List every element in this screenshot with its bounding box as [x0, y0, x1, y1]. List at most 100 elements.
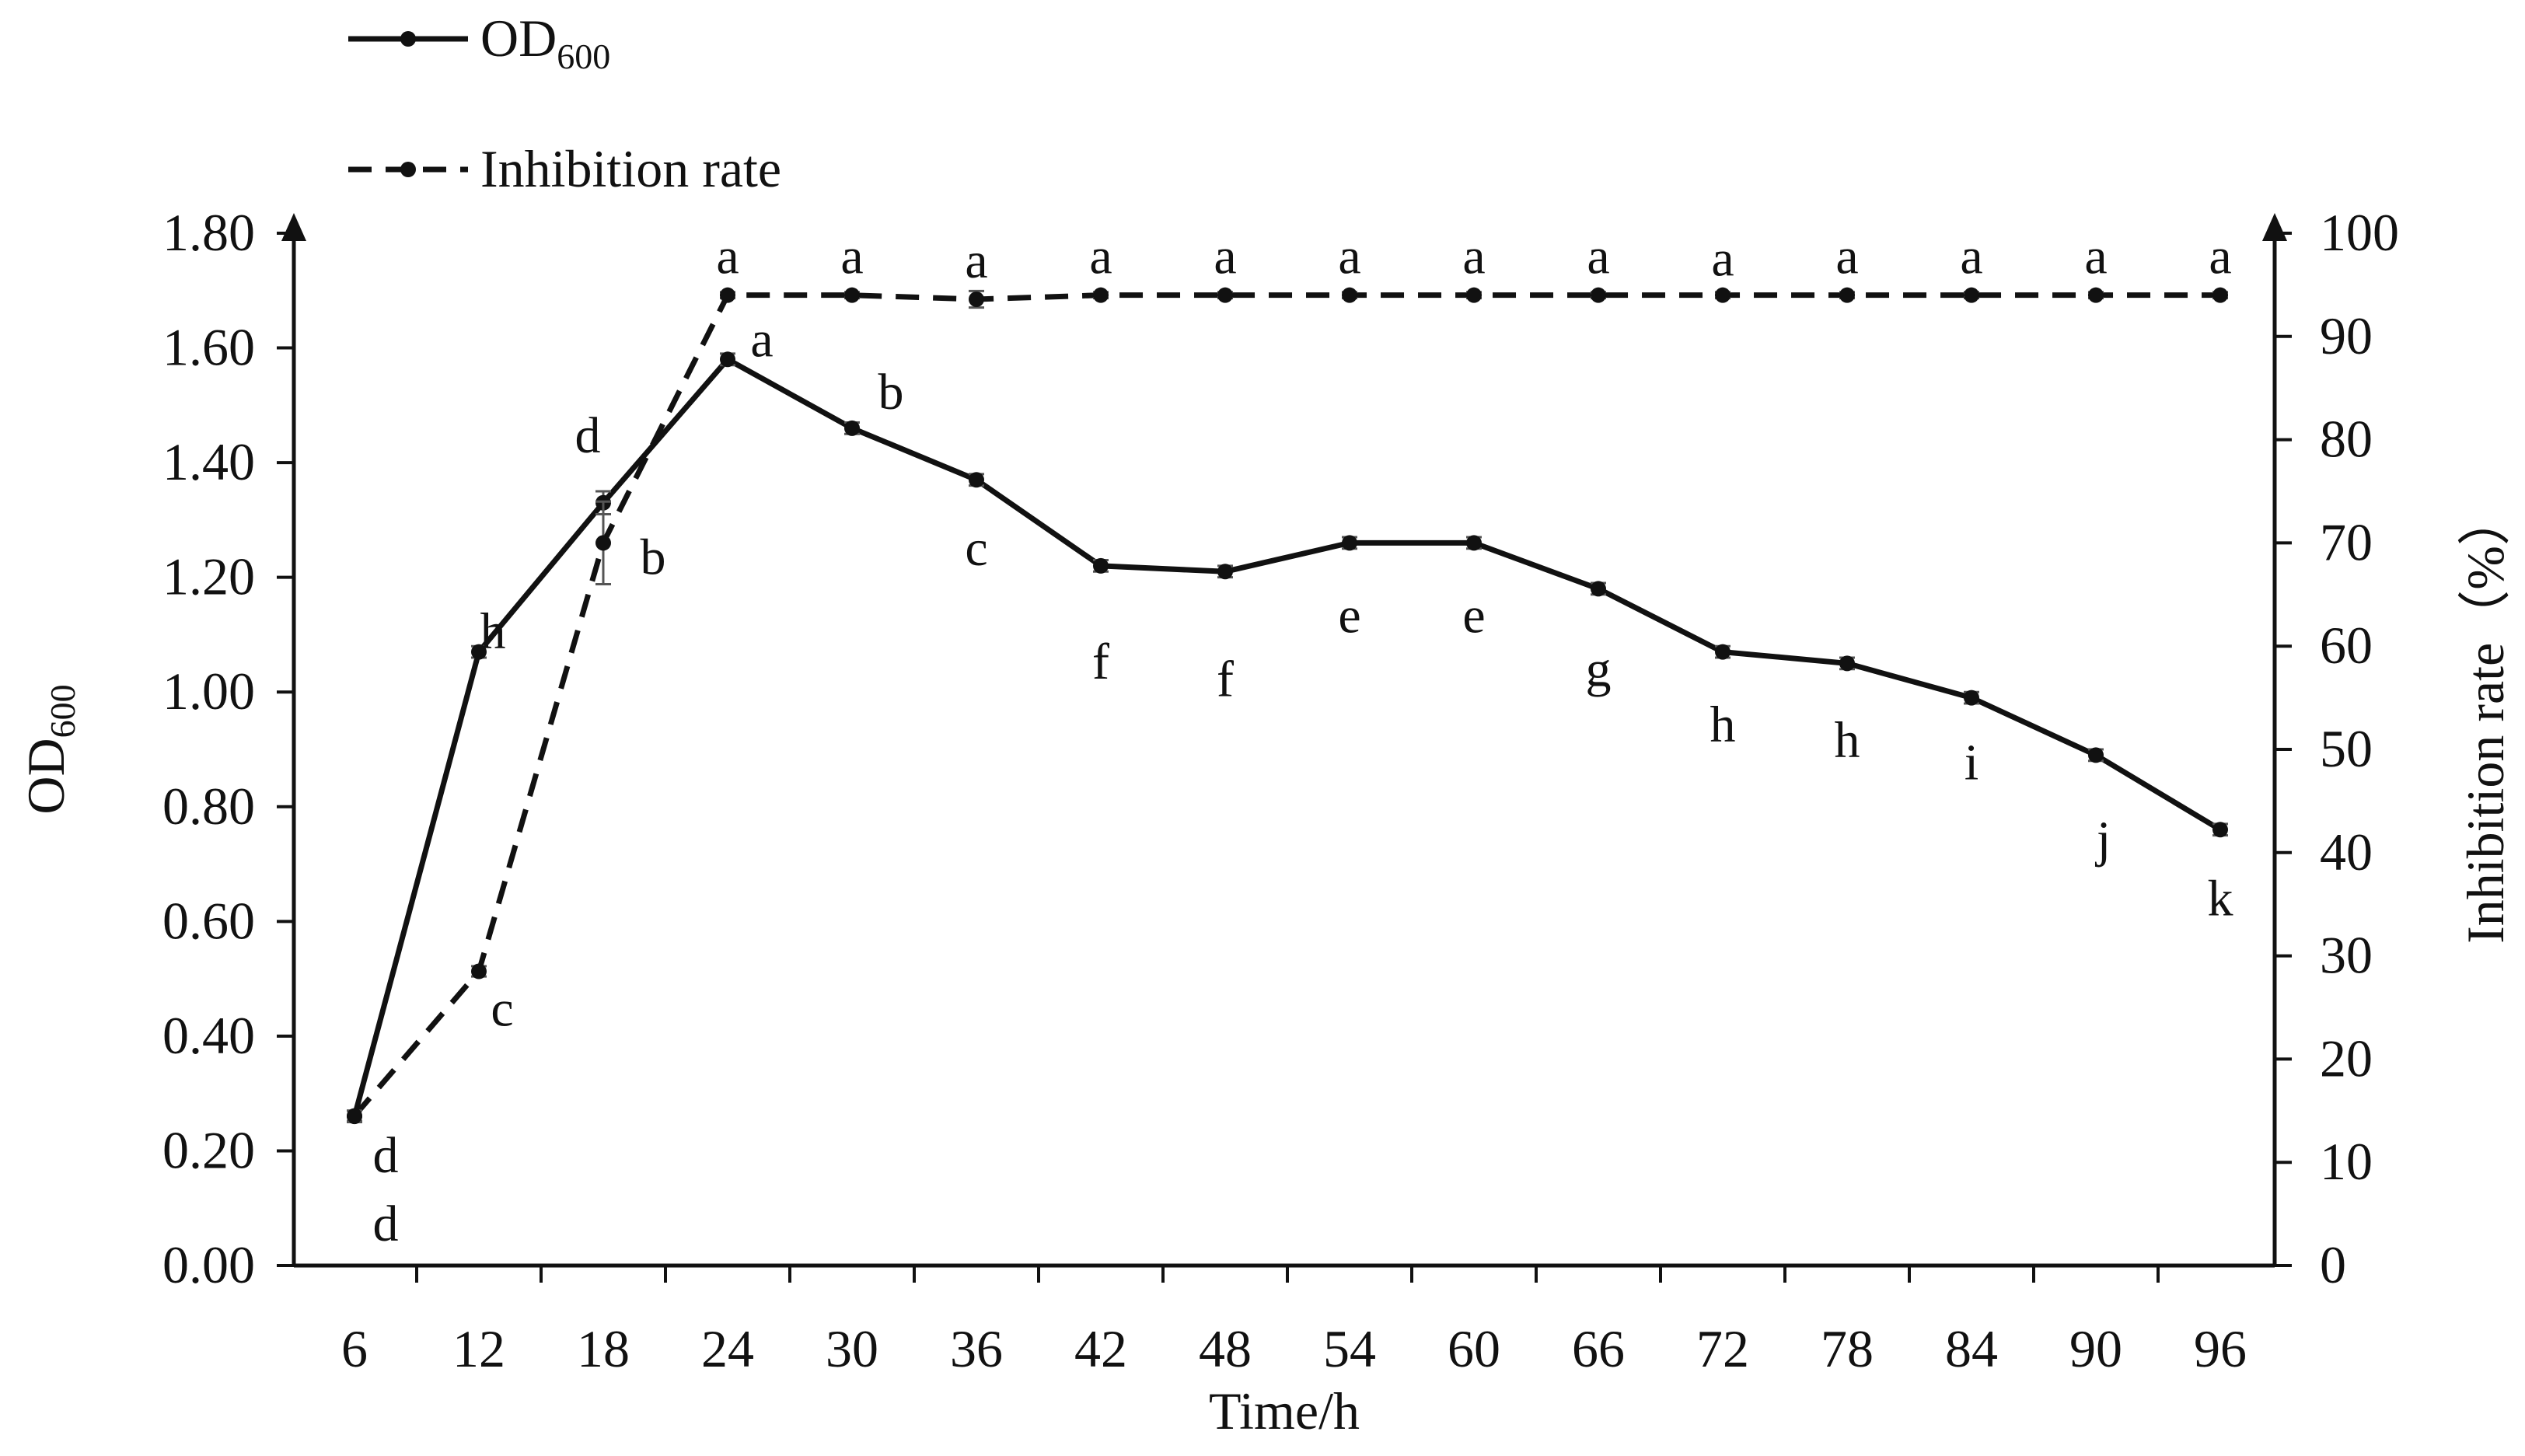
significance-label: h: [1835, 711, 1860, 768]
data-point: [844, 287, 860, 303]
y-left-tick-label: 1.20: [162, 547, 255, 606]
x-tick-label: 96: [2194, 1319, 2247, 1378]
y-right-tick-label: 90: [2320, 306, 2373, 365]
significance-label: g: [1586, 641, 1612, 697]
y-right-tick-label: 40: [2320, 822, 2373, 882]
significance-label: a: [2084, 229, 2107, 285]
data-point: [471, 963, 487, 979]
significance-label: a: [1462, 229, 1485, 285]
significance-label: e: [1338, 587, 1360, 644]
data-point: [2088, 747, 2104, 763]
y-right-tick-label: 70: [2320, 512, 2373, 571]
significance-label: d: [373, 1196, 399, 1252]
y-right-axis-title: Inhibition rate（%）: [2456, 493, 2515, 944]
significance-label: d: [373, 1127, 399, 1184]
y-left-tick-label: 1.80: [162, 203, 255, 262]
x-tick-label: 12: [452, 1319, 505, 1378]
data-point: [471, 644, 487, 660]
y-right-tick-label: 0: [2320, 1235, 2346, 1294]
significance-label: i: [1964, 735, 1978, 791]
significance-label: c: [965, 520, 987, 577]
legend-marker: [400, 162, 416, 177]
data-point: [1839, 287, 1855, 303]
legend-label: OD600: [480, 9, 610, 76]
significance-label: h: [480, 603, 506, 660]
data-point: [969, 472, 984, 488]
significance-label: a: [2209, 229, 2231, 285]
data-point: [1839, 655, 1855, 672]
x-tick-label: 90: [2069, 1319, 2122, 1378]
y-right-tick-label: 20: [2320, 1028, 2373, 1088]
data-point: [969, 291, 984, 307]
legend-item-od600: OD600: [348, 9, 610, 76]
legend: OD600 Inhibition rate: [348, 9, 781, 198]
y-left-tick-label: 0.80: [162, 777, 255, 836]
data-point: [1715, 644, 1730, 660]
y-left-tick-label: 1.60: [162, 318, 255, 377]
significance-label: a: [750, 311, 773, 368]
x-tick-label: 30: [826, 1319, 878, 1378]
significance-label: c: [491, 981, 513, 1038]
significance-label: b: [641, 529, 666, 585]
data-point: [2212, 822, 2228, 838]
data-point: [1342, 535, 1357, 551]
y-left-tick-label: 0.20: [162, 1120, 255, 1179]
data-point: [2088, 287, 2104, 303]
x-tick-label: 42: [1074, 1319, 1127, 1378]
data-point: [1217, 564, 1233, 580]
y-left-tick-label: 0.00: [162, 1235, 255, 1294]
data-point: [1093, 287, 1109, 303]
y-right-tick-label: 60: [2320, 616, 2373, 675]
axes: 6 12 18 24 30 36 42 48 54 60 66 72 78 84 90 96 Time/h 0.0…: [16, 203, 2515, 1440]
x-axis-title: Time/h: [1209, 1381, 1360, 1440]
x-tick-label: 72: [1696, 1319, 1749, 1378]
significance-label: a: [1711, 231, 1734, 288]
legend-label: Inhibition rate: [480, 139, 781, 198]
data-point: [1466, 535, 1482, 551]
y-right-tick-label: 30: [2320, 926, 2373, 985]
y-right-tick-label: 80: [2320, 410, 2373, 469]
data-point: [1964, 287, 1979, 303]
series-line: [352, 292, 2220, 1118]
data-point: [844, 420, 860, 436]
data-point: [1466, 287, 1482, 303]
significance-label: a: [716, 229, 739, 285]
x-tick-label: 60: [1448, 1319, 1500, 1378]
x-tick-label: 54: [1323, 1319, 1376, 1378]
legend-item-inhibition-rate: Inhibition rate: [348, 139, 781, 198]
significance-label: a: [840, 229, 863, 285]
x-tick-label: 84: [1945, 1319, 1998, 1378]
data-point: [2212, 287, 2228, 303]
significance-label: b: [878, 364, 904, 421]
significance-label: f: [1217, 651, 1234, 707]
significance-label: j: [2095, 811, 2111, 868]
x-tick-label: 78: [1821, 1319, 1874, 1378]
data-point: [1591, 581, 1606, 597]
data-point: [1715, 287, 1730, 303]
x-tick-label: 48: [1199, 1319, 1252, 1378]
data-point: [347, 1108, 362, 1124]
significance-label: d: [575, 407, 601, 464]
legend-marker: [400, 31, 416, 47]
x-tick-label: 6: [341, 1319, 368, 1378]
x-tick-label: 66: [1572, 1319, 1625, 1378]
data-point: [720, 351, 735, 368]
data-point: [1093, 557, 1109, 574]
significance-label: a: [1835, 229, 1858, 285]
significance-label: h: [1710, 697, 1736, 753]
significance-label: k: [2208, 870, 2233, 927]
significance-label: a: [1960, 229, 1982, 285]
y-left-tick-label: 0.40: [162, 1006, 255, 1065]
significance-label: a: [1214, 229, 1236, 285]
significance-label: a: [1338, 229, 1360, 285]
y-right-tick-label: 10: [2320, 1132, 2373, 1191]
y-left-tick-label: 0.60: [162, 891, 255, 950]
series-line: [351, 356, 2222, 1118]
significance-label: f: [1092, 634, 1109, 690]
x-tick-label: 36: [950, 1319, 1003, 1378]
y-left-tick-label: 1.00: [162, 662, 255, 721]
series-od600: d h d a b c f f e e g h h i j k: [347, 311, 2233, 1252]
